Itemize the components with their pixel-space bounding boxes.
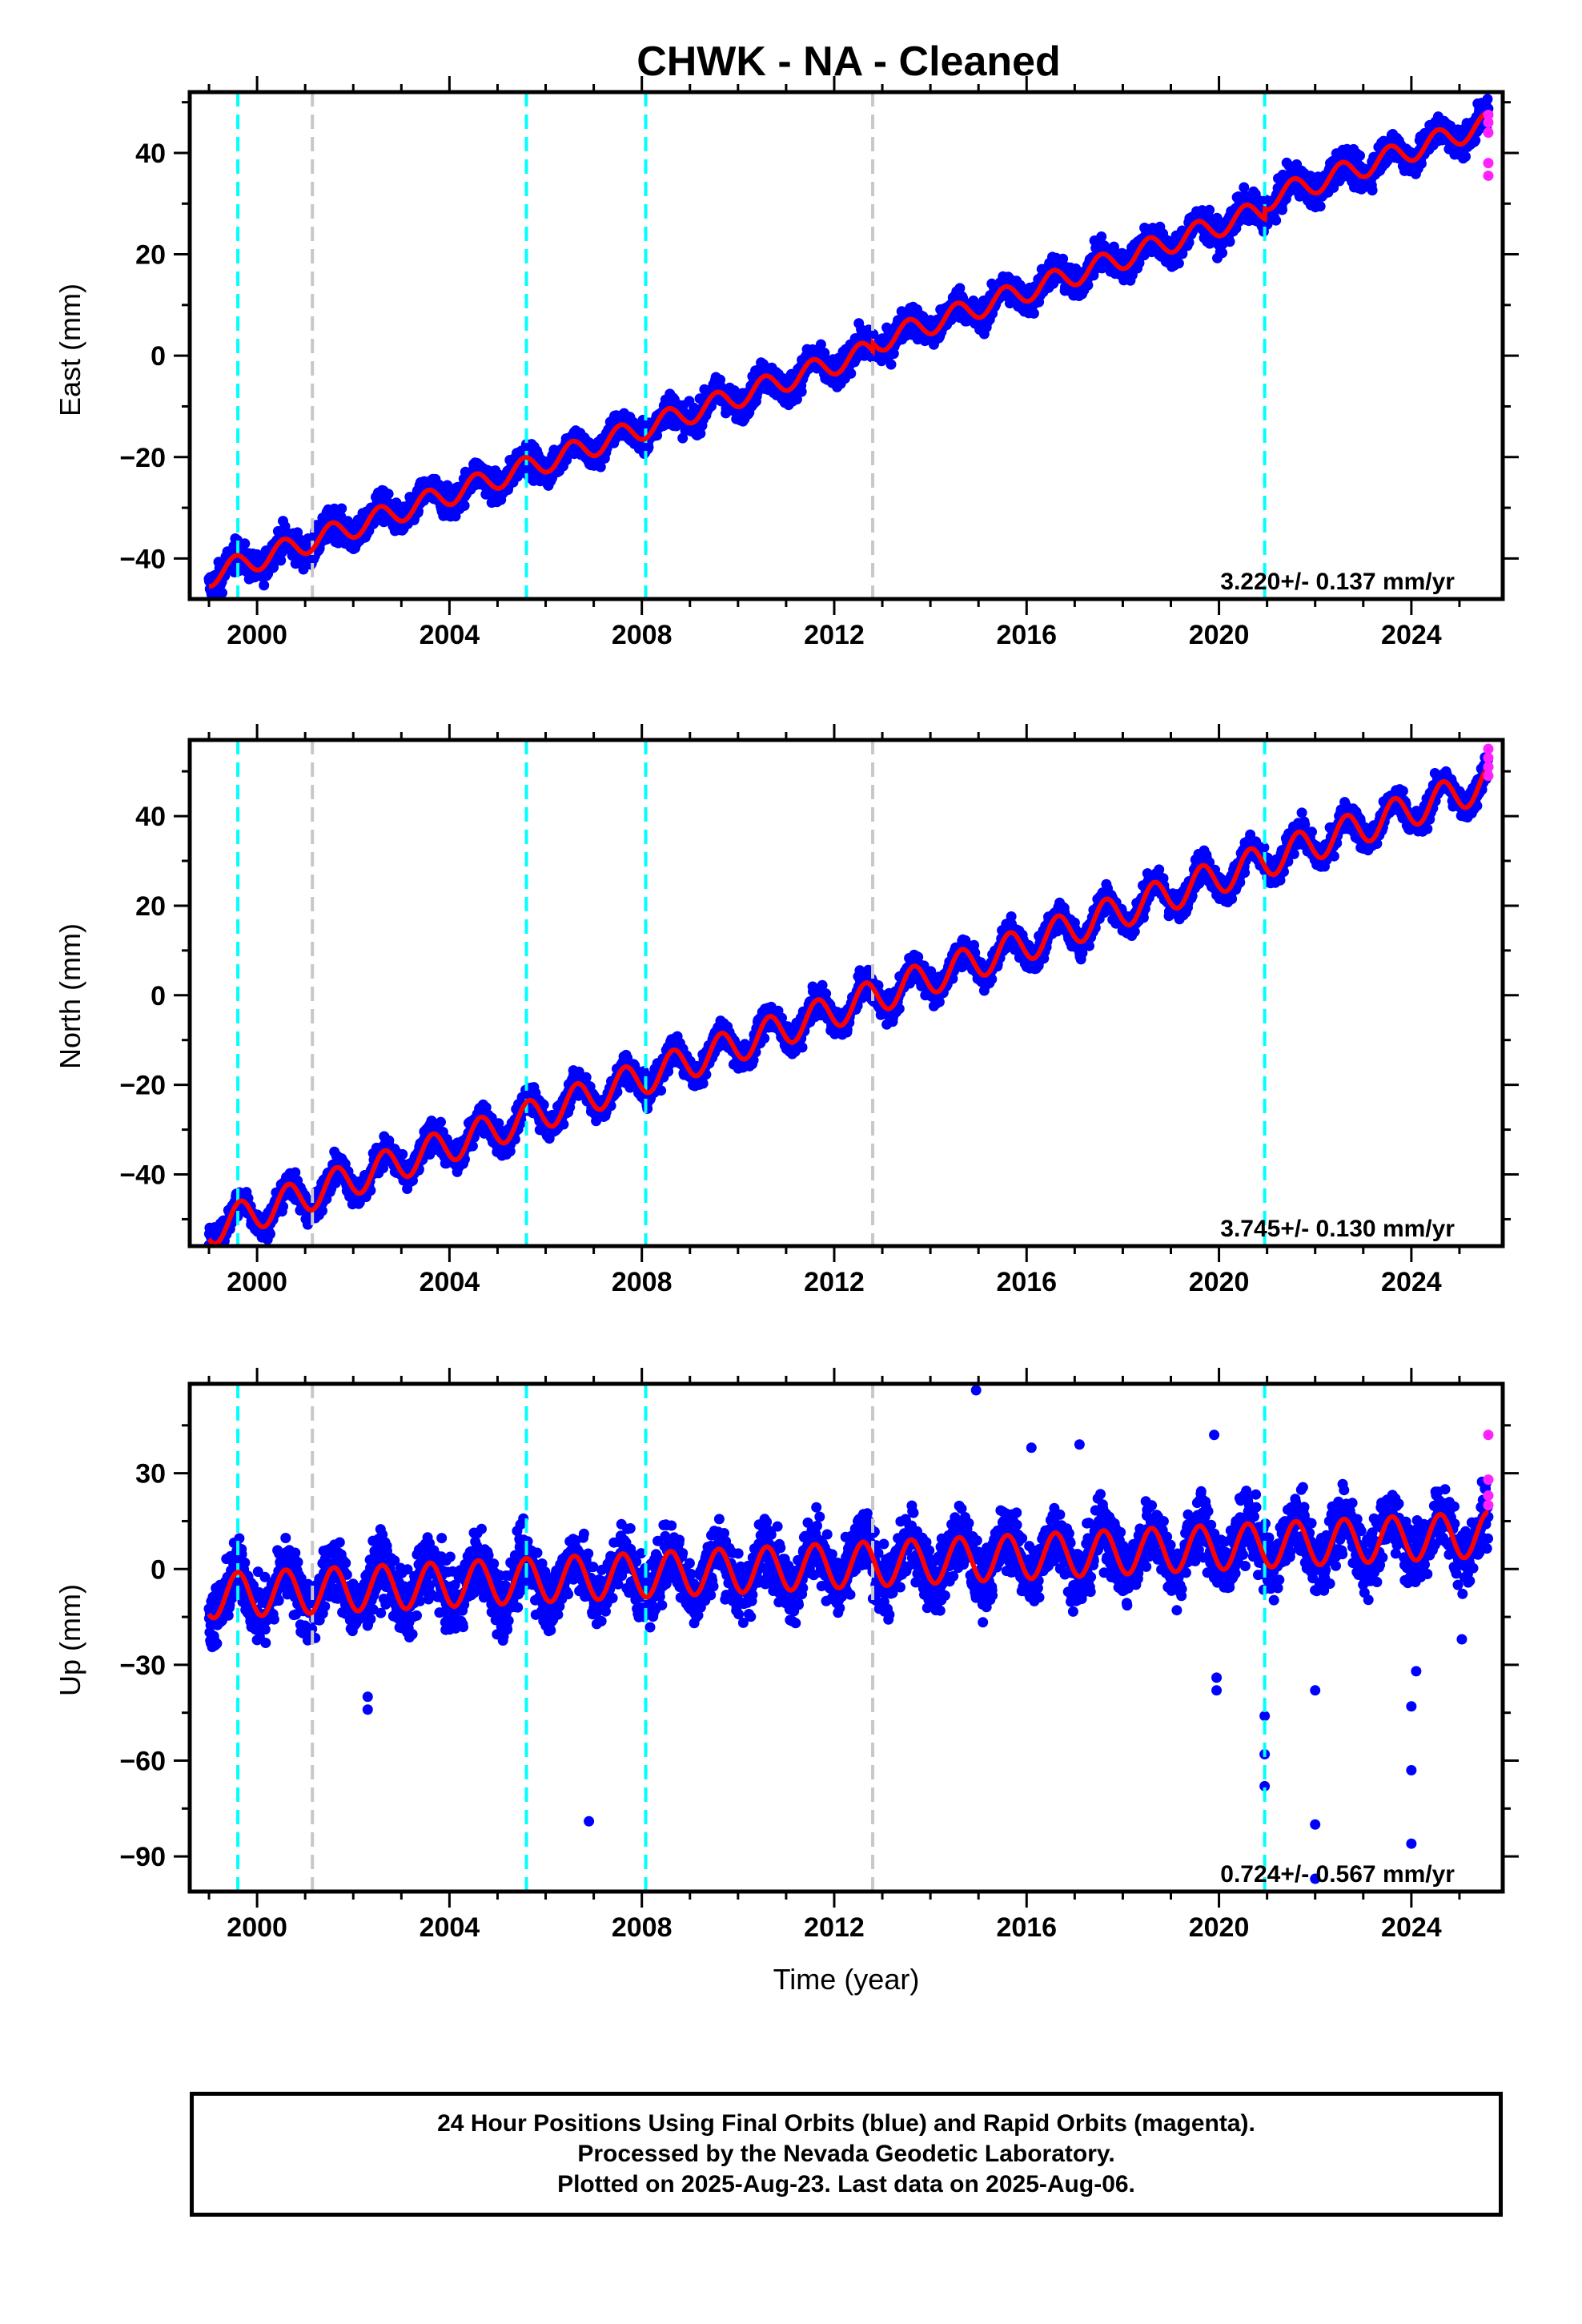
east-model-curve: [209, 111, 1489, 589]
east-final-point: [1224, 236, 1235, 247]
east-final-point: [1460, 151, 1471, 162]
north-final-point: [265, 1228, 275, 1240]
north-final-point: [397, 1148, 408, 1160]
east-y-tick-label: 40: [135, 139, 166, 169]
east-x-tick-label: 2008: [612, 620, 673, 650]
east-x-tick-label: 2004: [420, 620, 480, 650]
east-final-point: [815, 339, 826, 350]
east-final-point: [1096, 231, 1107, 242]
east-rapid-point: [1483, 117, 1494, 128]
east-final-point: [1328, 182, 1339, 193]
north-final-point: [378, 1163, 388, 1174]
east-final-point: [239, 538, 251, 549]
north-panel: North (mm) 2000 2004 2008 2012 2016 2020 2024−…: [54, 724, 1519, 1297]
east-final-point: [459, 500, 470, 511]
east-rapid-point: [1483, 127, 1494, 139]
east-final-point: [1028, 308, 1039, 319]
east-y-tick-label: 0: [151, 341, 166, 372]
east-final-orbit-points: [203, 94, 1494, 599]
east-final-point: [652, 430, 663, 441]
east-final-point: [1239, 182, 1250, 193]
east-final-point: [336, 503, 347, 514]
east-x-tick-label: 2024: [1381, 620, 1442, 650]
east-final-point: [292, 527, 303, 538]
east-final-point: [1058, 253, 1069, 264]
east-x-tick-label: 2000: [227, 620, 287, 650]
north-final-point: [467, 1140, 478, 1152]
east-final-point: [1315, 201, 1326, 212]
east-final-point: [383, 489, 394, 500]
east-y-tick-label: −20: [119, 443, 166, 473]
east-final-point: [217, 587, 227, 598]
east-final-point: [1173, 258, 1184, 269]
east-final-point: [1415, 158, 1427, 169]
east-final-point: [1470, 135, 1481, 146]
north-final-point: [214, 1254, 224, 1265]
east-final-point: [1355, 150, 1365, 161]
east-final-point: [442, 480, 453, 491]
east-final-point: [695, 428, 706, 439]
east-final-point: [845, 368, 857, 379]
east-final-point: [946, 315, 957, 326]
east-final-point: [595, 461, 606, 472]
east-final-point: [268, 561, 279, 573]
north-final-point: [205, 1247, 215, 1257]
north-y-axis-label: North (mm): [54, 923, 86, 1069]
east-rapid-orbit-points: [1483, 109, 1494, 181]
east-final-point: [885, 359, 897, 370]
east-y-tick-label: −40: [119, 544, 166, 574]
north-final-point: [317, 1205, 327, 1216]
east-panel: East (mm) 2000 2004 2008 2012 2016 2020 2024 −4…: [54, 76, 1519, 650]
east-final-point: [796, 386, 807, 397]
east-final-point: [275, 555, 287, 566]
east-final-point: [1277, 204, 1287, 215]
east-rapid-point: [1483, 158, 1494, 169]
east-final-point: [1082, 279, 1094, 291]
east-rate-label: 3.220+/- 0.137 mm/yr: [1220, 569, 1455, 595]
east-final-point: [791, 394, 802, 405]
east-rapid-point: [1483, 170, 1494, 181]
east-x-tick-label: 2020: [1189, 620, 1250, 650]
east-final-point: [1217, 247, 1228, 259]
east-final-point: [1482, 94, 1493, 105]
north-final-point: [436, 1116, 446, 1128]
north-final-point: [290, 1167, 301, 1178]
east-final-point: [1204, 204, 1215, 215]
north-final-orbit-points: [203, 752, 1494, 1265]
east-rapid-point: [1483, 109, 1494, 120]
east-final-point: [643, 442, 654, 453]
east-y-axis-label: East (mm): [54, 283, 86, 416]
east-final-point: [1271, 215, 1282, 226]
chart-title: CHWK - NA - Cleaned: [636, 38, 1061, 85]
north-final-point: [278, 1201, 288, 1212]
east-x-tick-label: 2016: [996, 620, 1057, 650]
east-plot-area: [203, 92, 1494, 599]
east-frame: [187, 90, 1505, 601]
north-final-point: [211, 1248, 222, 1258]
north-final-point: [211, 1250, 222, 1261]
east-y-tick-label: 20: [135, 240, 166, 271]
north-plot-area: [203, 740, 1494, 1265]
east-x-tick-label: 2012: [804, 620, 865, 650]
east-final-point: [1367, 185, 1378, 196]
east-final-point: [954, 283, 966, 294]
east-final-point: [259, 580, 270, 591]
